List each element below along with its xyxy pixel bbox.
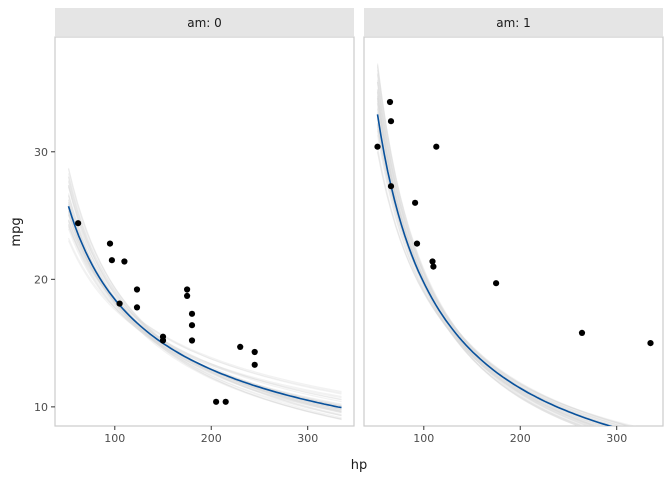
posterior-draw-line — [67, 176, 342, 421]
data-point — [412, 199, 419, 206]
data-point — [108, 257, 115, 264]
posterior-draw-line — [67, 220, 342, 395]
panel-border — [363, 36, 664, 427]
data-point — [413, 240, 421, 247]
posterior-draw-line — [67, 185, 342, 420]
data-point — [75, 220, 82, 227]
data-point — [433, 143, 440, 150]
data-point — [133, 304, 141, 311]
y-tick-label: 20 — [34, 273, 48, 286]
data-point — [213, 398, 220, 405]
posterior-draw-line — [376, 66, 596, 426]
posterior-draw-line — [67, 211, 342, 411]
facet-strip-label: am: 0 — [187, 16, 222, 30]
posterior-draw-line — [67, 237, 342, 398]
data-point — [106, 240, 114, 247]
posterior-draw-line — [376, 109, 622, 426]
data-point — [121, 258, 128, 265]
x-tick-label: 300 — [297, 432, 318, 445]
x-tick-label: 300 — [606, 432, 627, 445]
posterior-draw-line — [376, 73, 597, 426]
posterior-draw-line — [67, 168, 342, 417]
data-point — [386, 98, 394, 106]
data-point — [251, 361, 258, 368]
posterior-draw-line — [376, 64, 598, 426]
posterior-draw-line — [376, 116, 598, 426]
data-point — [184, 286, 191, 293]
panel-layer — [374, 63, 654, 426]
posterior-draw-line — [376, 151, 637, 426]
x-tick-label: 100 — [104, 432, 125, 445]
posterior-draw-line — [376, 101, 618, 426]
posterior-draw-line — [67, 167, 342, 416]
y-tick-label: 30 — [34, 146, 48, 159]
panel-layer — [67, 167, 342, 421]
posterior-draw-line — [67, 195, 342, 408]
posterior-draw-line — [67, 209, 342, 411]
posterior-draw-line — [376, 97, 585, 426]
panel-border — [54, 36, 355, 427]
data-point — [159, 337, 167, 344]
posterior-draw-line — [376, 69, 588, 426]
posterior-draw-line — [67, 181, 342, 419]
posterior-draw-line — [376, 79, 586, 426]
y-tick-label: 10 — [34, 401, 48, 414]
posterior-draw-line — [67, 240, 342, 399]
facet-strip-label: am: 1 — [496, 16, 531, 30]
data-point — [116, 300, 123, 307]
data-point — [374, 143, 381, 150]
data-point — [387, 183, 395, 190]
posterior-draw-line — [376, 130, 606, 426]
data-point — [251, 348, 258, 356]
data-point — [188, 337, 196, 344]
posterior-draw-line — [376, 74, 583, 426]
x-axis-title: hp — [351, 458, 368, 473]
posterior-draw-line — [67, 223, 342, 407]
x-tick-label: 200 — [510, 432, 531, 445]
posterior-draw-line — [376, 107, 624, 426]
posterior-draw-line — [376, 92, 594, 426]
posterior-draw-line — [67, 210, 342, 413]
data-point — [237, 343, 244, 350]
data-point — [387, 118, 395, 125]
data-point — [578, 329, 586, 336]
posterior-draw-line — [376, 95, 599, 426]
fit-line — [376, 114, 613, 426]
data-point — [133, 286, 141, 293]
data-point — [647, 340, 654, 347]
posterior-draw-line — [376, 63, 590, 426]
data-point — [184, 292, 191, 299]
posterior-draw-line — [67, 219, 342, 401]
x-tick-label: 200 — [201, 432, 222, 445]
posterior-draw-line — [376, 118, 632, 426]
fit-line — [67, 205, 342, 409]
y-axis-title: mpg — [9, 217, 24, 246]
facet-strip — [364, 8, 663, 36]
data-point — [188, 322, 196, 329]
data-point — [429, 258, 436, 265]
posterior-draw-line — [67, 176, 342, 416]
posterior-draw-line — [376, 82, 607, 426]
data-point — [188, 310, 196, 317]
data-point — [430, 263, 437, 270]
data-point — [222, 398, 229, 405]
posterior-draw-line — [67, 219, 342, 400]
facet-strip — [55, 8, 354, 36]
posterior-draw-line — [376, 150, 629, 426]
posterior-draw-line — [376, 98, 584, 426]
posterior-draw-line — [376, 125, 602, 426]
posterior-draw-line — [67, 207, 342, 412]
posterior-draw-line — [67, 193, 342, 420]
x-tick-label: 100 — [413, 432, 434, 445]
data-point — [493, 280, 500, 287]
